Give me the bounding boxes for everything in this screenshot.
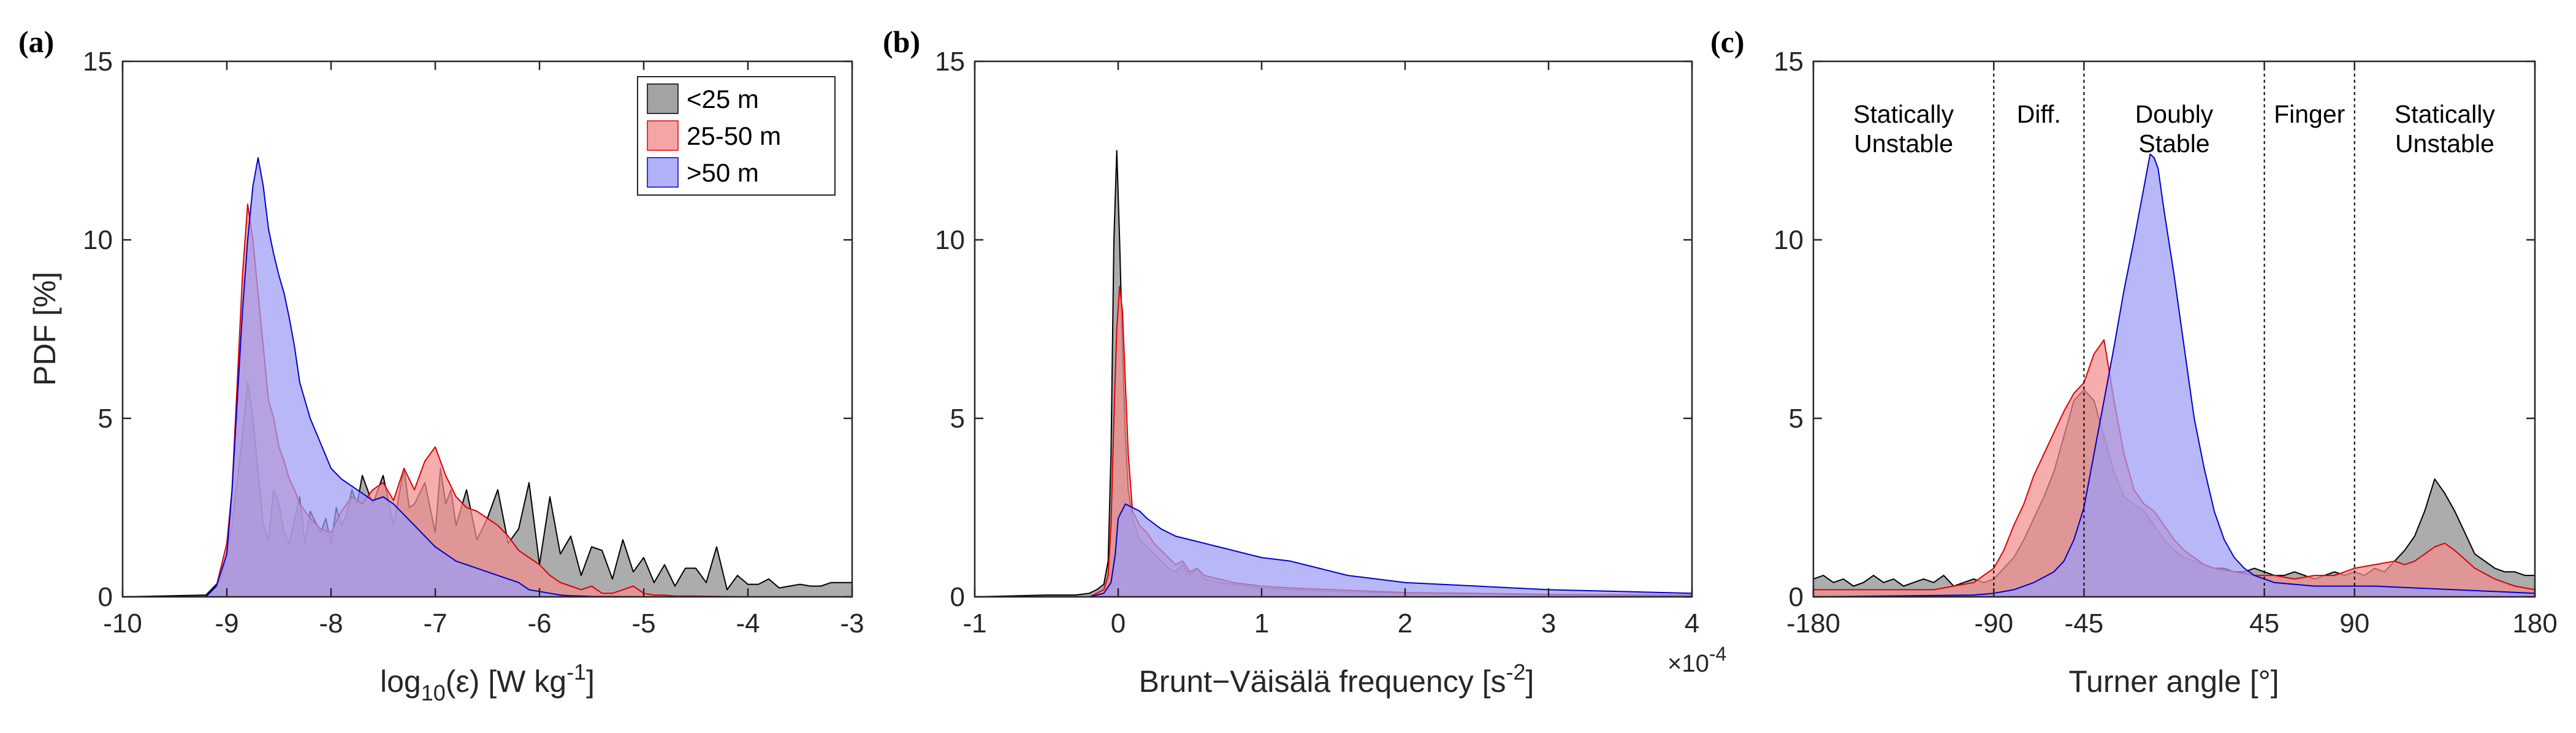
panel-c-region-label-1-0: Diff. — [2017, 100, 2061, 128]
panel-a-axes-box — [121, 60, 853, 598]
panel-b-series-group — [974, 150, 1693, 597]
panel-c-region-label-0-0: Statically — [1853, 100, 1954, 128]
panel-b-xlabel-pow: -2 — [1506, 659, 1526, 685]
panel-b-xtick-label-5: 4 — [1685, 608, 1699, 639]
panel-b-ytick-label-1: 5 — [950, 404, 965, 434]
panel-b-xtick-label-0: -1 — [962, 608, 986, 639]
panel-a-xlabel-sub: 10 — [421, 680, 446, 705]
panel-c-series-2 — [1813, 153, 2536, 597]
panel-c-axes-box — [1812, 60, 2536, 598]
panel-b-xlabel-end: ] — [1526, 664, 1534, 699]
panel-c-region-label-4-1: Unstable — [2395, 129, 2494, 158]
panel-c-letter: (c) — [1710, 25, 1745, 59]
panel-a-xtick-label-1: -9 — [215, 608, 238, 639]
legend-label-gt50: >50 m — [687, 158, 759, 187]
panel-c-region-label-2-1: Stable — [2138, 129, 2209, 158]
panel-b-xlabel: Brunt−Väisälä frequency [s-2] — [1139, 659, 1534, 699]
legend-label-25-50: 25-50 m — [687, 121, 781, 150]
legend: <25 m 25-50 m >50 m — [637, 76, 836, 196]
panel-b-letter: (b) — [883, 25, 920, 59]
panel-c-ytick-label-1: 5 — [1789, 404, 1804, 434]
panel-b-x-exponent-power: -4 — [1709, 643, 1726, 665]
panel-c-ytick-label-0: 0 — [1789, 582, 1804, 612]
panel-c-series-group — [1813, 153, 2536, 597]
panel-a-xtick-label-5: -5 — [631, 608, 655, 639]
panel-b-ytick-label-2: 10 — [935, 225, 965, 255]
legend-swatch-lt25 — [647, 83, 679, 114]
panel-a-xlabel: log10(ε) [W kg-1] — [380, 659, 595, 705]
panel-b-axes-box — [974, 60, 1693, 598]
panel-a-letter: (a) — [18, 25, 54, 59]
panel-b-xlabel-main: Brunt−Väisälä frequency [s — [1139, 664, 1506, 699]
panel-a-xlabel-main: log — [380, 664, 421, 699]
panel-c-xlabel: Turner angle [°] — [2068, 664, 2279, 699]
panel-b-ytick-label-0: 0 — [950, 582, 965, 612]
panel-c-xtick-label-0: -180 — [1786, 608, 1840, 639]
panel-b-x-exponent-base: ×10 — [1667, 650, 1709, 677]
panel-c-ticks: -180 -90 -45 45 90 180 0 5 10 15 — [1774, 47, 2558, 639]
panel-b-xtick-label-2: 1 — [1254, 608, 1269, 639]
panel-a-xlabel-end: ] — [586, 664, 595, 699]
panel-a-xtick-label-6: -4 — [736, 608, 760, 639]
panel-c-ytick-label-2: 10 — [1774, 225, 1804, 255]
panel-a-series-group — [122, 157, 853, 597]
panel-a-ytick-label-1: 5 — [98, 404, 113, 434]
panel-b-xtick-label-3: 2 — [1398, 608, 1412, 639]
panel-a-xtick-label-0: -10 — [103, 608, 142, 639]
panel-c-region-label-0-1: Unstable — [1854, 129, 1953, 158]
panel-a-xtick-label-7: -3 — [840, 608, 864, 639]
panel-a-xlabel-eps: (ε) [W kg — [446, 664, 566, 699]
panel-b-xtick-label-4: 3 — [1541, 608, 1556, 639]
panel-a-xtick-label-3: -7 — [423, 608, 447, 639]
legend-swatch-25-50 — [647, 120, 679, 151]
panel-b-ytick-label-3: 15 — [935, 47, 965, 77]
panel-c-xtick-label-3: 45 — [2249, 608, 2279, 639]
legend-swatch-gt50 — [647, 157, 679, 188]
panel-a-ytick-label-0: 0 — [98, 582, 113, 612]
panel-a-xlabel-pow: -1 — [566, 659, 586, 685]
panel-c-region-label-2-0: Doubly — [2135, 100, 2214, 128]
panel-c-xtick-label-2: -45 — [2065, 608, 2104, 639]
panel-c-xtick-label-5: 180 — [2512, 608, 2557, 639]
panel-a-xtick-label-2: -8 — [319, 608, 343, 639]
panel-b-x-exponent: ×10-4 — [1667, 643, 1726, 677]
panel-a-ticks: -10 -9 -8 -7 -6 -5 -4 -3 0 5 10 15 — [83, 47, 864, 639]
panel-c-xtick-label-4: 90 — [2339, 608, 2369, 639]
panel-c-xtick-label-1: -90 — [1974, 608, 2013, 639]
panel-b-series-2 — [974, 503, 1693, 597]
panel-b-xtick-label-1: 0 — [1111, 608, 1126, 639]
panel-c-ytick-label-3: 15 — [1774, 47, 1804, 77]
panel-a-ytick-label-2: 10 — [83, 225, 113, 255]
panel-a-ytick-label-3: 15 — [83, 47, 113, 77]
panel-c-region-label-4-0: Statically — [2395, 100, 2496, 128]
legend-label-lt25: <25 m — [687, 85, 759, 113]
panel-c-region-label-3-0: Finger — [2274, 100, 2345, 128]
panel-b-plot-area — [975, 61, 1692, 597]
panel-a-xtick-label-4: -6 — [527, 608, 551, 639]
panel-a-ylabel: PDF [%] — [28, 272, 62, 386]
